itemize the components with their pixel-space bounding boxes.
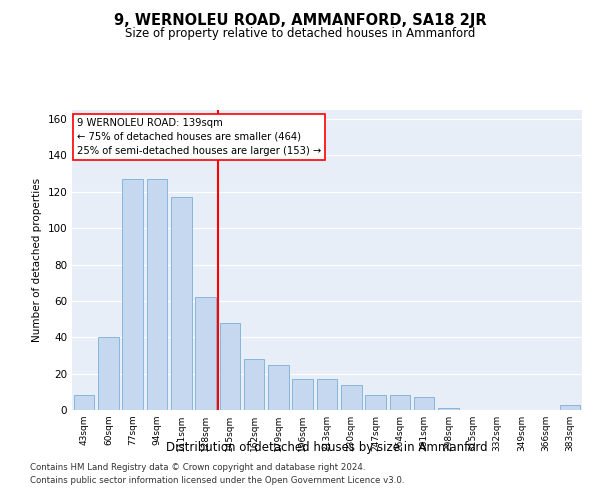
Text: Size of property relative to detached houses in Ammanford: Size of property relative to detached ho… (125, 28, 475, 40)
Bar (438, 408, 459, 410)
Bar (341, 384, 362, 410)
Text: Contains public sector information licensed under the Open Government Licence v3: Contains public sector information licen… (30, 476, 404, 485)
Bar (560, 404, 580, 410)
Bar (389, 396, 410, 410)
Text: Distribution of detached houses by size in Ammanford: Distribution of detached houses by size … (166, 441, 488, 454)
Text: 9, WERNOLEU ROAD, AMMANFORD, SA18 2JR: 9, WERNOLEU ROAD, AMMANFORD, SA18 2JR (113, 12, 487, 28)
Bar (365, 396, 386, 410)
Bar (122, 179, 143, 410)
Bar (98, 338, 119, 410)
Bar (317, 379, 337, 410)
Y-axis label: Number of detached properties: Number of detached properties (32, 178, 42, 342)
Bar (74, 396, 94, 410)
Bar (146, 179, 167, 410)
Bar (171, 198, 191, 410)
Text: Contains HM Land Registry data © Crown copyright and database right 2024.: Contains HM Land Registry data © Crown c… (30, 464, 365, 472)
Bar (268, 364, 289, 410)
Bar (292, 379, 313, 410)
Bar (414, 398, 434, 410)
Bar (195, 298, 216, 410)
Bar (220, 322, 240, 410)
Text: 9 WERNOLEU ROAD: 139sqm
← 75% of detached houses are smaller (464)
25% of semi-d: 9 WERNOLEU ROAD: 139sqm ← 75% of detache… (77, 118, 322, 156)
Bar (244, 359, 265, 410)
